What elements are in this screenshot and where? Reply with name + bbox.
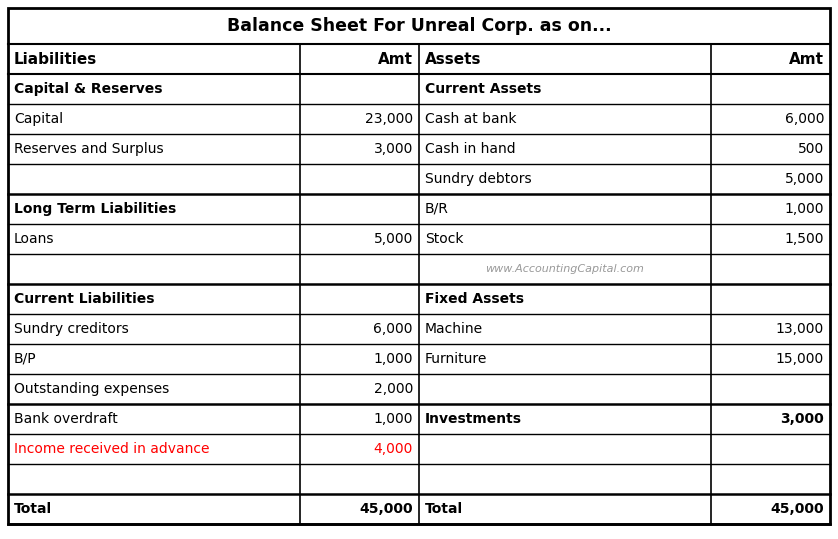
Text: Cash at bank: Cash at bank bbox=[425, 112, 516, 126]
Text: 1,000: 1,000 bbox=[374, 412, 413, 426]
Text: 4,000: 4,000 bbox=[374, 442, 413, 456]
Text: Amt: Amt bbox=[378, 52, 413, 66]
Text: Furniture: Furniture bbox=[425, 352, 488, 366]
Text: 6,000: 6,000 bbox=[784, 112, 824, 126]
Text: Balance Sheet For Unreal Corp. as on...: Balance Sheet For Unreal Corp. as on... bbox=[227, 17, 611, 35]
Text: 3,000: 3,000 bbox=[780, 412, 824, 426]
Text: Amt: Amt bbox=[789, 52, 824, 66]
Text: Sundry debtors: Sundry debtors bbox=[425, 172, 531, 186]
Text: Liabilities: Liabilities bbox=[14, 52, 97, 66]
Text: Fixed Assets: Fixed Assets bbox=[425, 292, 524, 306]
Text: Total: Total bbox=[425, 502, 463, 516]
Text: 3,000: 3,000 bbox=[374, 142, 413, 156]
Text: 1,000: 1,000 bbox=[784, 202, 824, 216]
Text: Cash in hand: Cash in hand bbox=[425, 142, 515, 156]
Text: 5,000: 5,000 bbox=[784, 172, 824, 186]
Text: 2,000: 2,000 bbox=[374, 382, 413, 396]
Text: 45,000: 45,000 bbox=[770, 502, 824, 516]
Text: 1,000: 1,000 bbox=[374, 352, 413, 366]
Text: Capital & Reserves: Capital & Reserves bbox=[14, 82, 163, 96]
Text: Bank overdraft: Bank overdraft bbox=[14, 412, 118, 426]
Text: 23,000: 23,000 bbox=[365, 112, 413, 126]
Text: Stock: Stock bbox=[425, 232, 463, 246]
Text: Capital: Capital bbox=[14, 112, 63, 126]
Text: Loans: Loans bbox=[14, 232, 54, 246]
Text: 13,000: 13,000 bbox=[776, 322, 824, 336]
Text: B/P: B/P bbox=[14, 352, 37, 366]
Text: Reserves and Surplus: Reserves and Surplus bbox=[14, 142, 163, 156]
Text: 15,000: 15,000 bbox=[776, 352, 824, 366]
Text: Income received in advance: Income received in advance bbox=[14, 442, 210, 456]
Text: 45,000: 45,000 bbox=[360, 502, 413, 516]
Text: 1,500: 1,500 bbox=[784, 232, 824, 246]
Text: 500: 500 bbox=[798, 142, 824, 156]
Text: Investments: Investments bbox=[425, 412, 522, 426]
Text: Current Assets: Current Assets bbox=[425, 82, 541, 96]
Text: Current Liabilities: Current Liabilities bbox=[14, 292, 154, 306]
Text: 6,000: 6,000 bbox=[374, 322, 413, 336]
Text: www.AccountingCapital.com: www.AccountingCapital.com bbox=[485, 264, 644, 274]
Text: Outstanding expenses: Outstanding expenses bbox=[14, 382, 169, 396]
Text: Long Term Liabilities: Long Term Liabilities bbox=[14, 202, 176, 216]
Text: Sundry creditors: Sundry creditors bbox=[14, 322, 129, 336]
Text: B/R: B/R bbox=[425, 202, 449, 216]
Text: Assets: Assets bbox=[425, 52, 482, 66]
Text: 5,000: 5,000 bbox=[374, 232, 413, 246]
Text: Machine: Machine bbox=[425, 322, 484, 336]
Text: Total: Total bbox=[14, 502, 52, 516]
